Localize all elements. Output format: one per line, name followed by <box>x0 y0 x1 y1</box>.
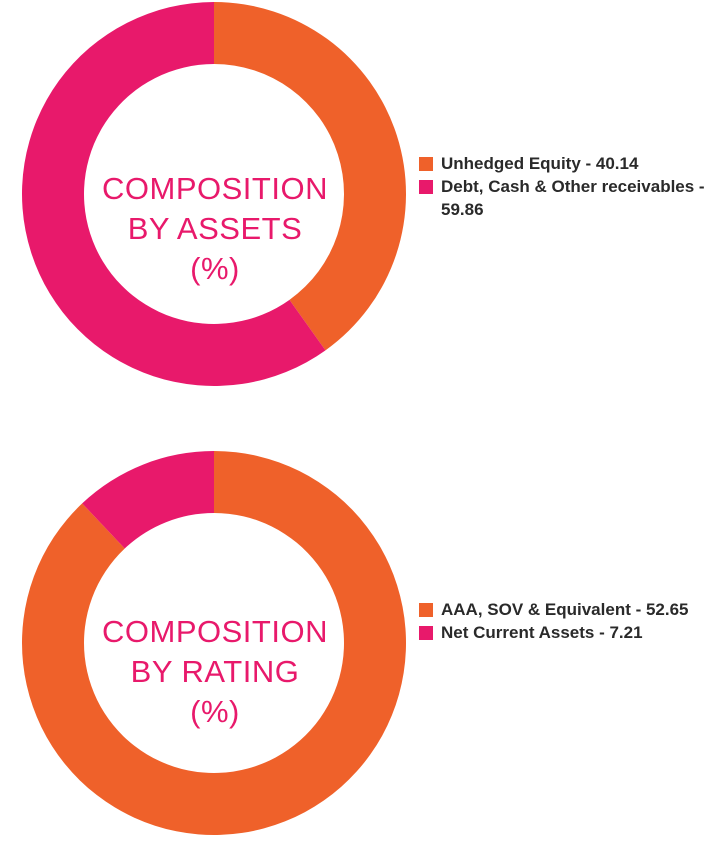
composition-by-assets-chart: COMPOSITION BY ASSETS (%) Unhedged Equit… <box>0 0 725 400</box>
assets-center-title: COMPOSITION BY ASSETS (%) <box>60 169 370 289</box>
donut-slice-2 <box>22 2 326 386</box>
donut-slice-1 <box>214 2 407 351</box>
rating-title-line-1: COMPOSITION <box>102 614 328 649</box>
rating-title-line-2: BY RATING <box>130 654 300 689</box>
legend-label: Net Current Assets - 7.21 <box>441 623 643 642</box>
legend-swatch-pink <box>419 626 433 640</box>
legend-item-unhedged-equity: Unhedged Equity - 40.14 <box>419 152 725 175</box>
rating-title-line-3: (%) <box>190 694 240 729</box>
composition-by-rating-chart: COMPOSITION BY RATING (%) AAA, SOV & Equ… <box>0 446 725 846</box>
legend-label: Debt, Cash & Other receivables - 59.86 <box>441 177 705 219</box>
legend-item-net-current-assets: Net Current Assets - 7.21 <box>419 621 725 644</box>
legend-item-aaa-sov: AAA, SOV & Equivalent - 52.65 <box>419 598 725 621</box>
legend-swatch-orange <box>419 603 433 617</box>
rating-donut <box>22 451 407 835</box>
assets-title-line-1: COMPOSITION <box>102 171 328 206</box>
assets-donut <box>22 2 407 386</box>
legend-swatch-pink <box>419 180 433 194</box>
donut-slice-2 <box>82 451 214 549</box>
assets-legend: Unhedged Equity - 40.14 Debt, Cash & Oth… <box>419 152 725 221</box>
legend-swatch-orange <box>419 157 433 171</box>
legend-item-debt-cash: Debt, Cash & Other receivables - 59.86 <box>419 175 725 221</box>
legend-label: Unhedged Equity - 40.14 <box>441 154 639 173</box>
rating-legend: AAA, SOV & Equivalent - 52.65 Net Curren… <box>419 598 725 644</box>
rating-center-title: COMPOSITION BY RATING (%) <box>60 612 370 732</box>
donut-slice-1 <box>22 451 407 835</box>
assets-title-line-2: BY ASSETS <box>127 211 303 246</box>
legend-label: AAA, SOV & Equivalent - 52.65 <box>441 600 689 619</box>
assets-title-line-3: (%) <box>190 251 240 286</box>
